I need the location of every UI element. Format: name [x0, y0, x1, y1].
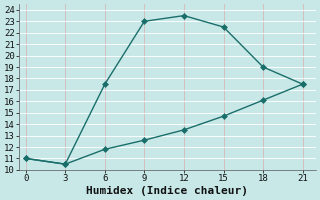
X-axis label: Humidex (Indice chaleur): Humidex (Indice chaleur)	[86, 186, 248, 196]
